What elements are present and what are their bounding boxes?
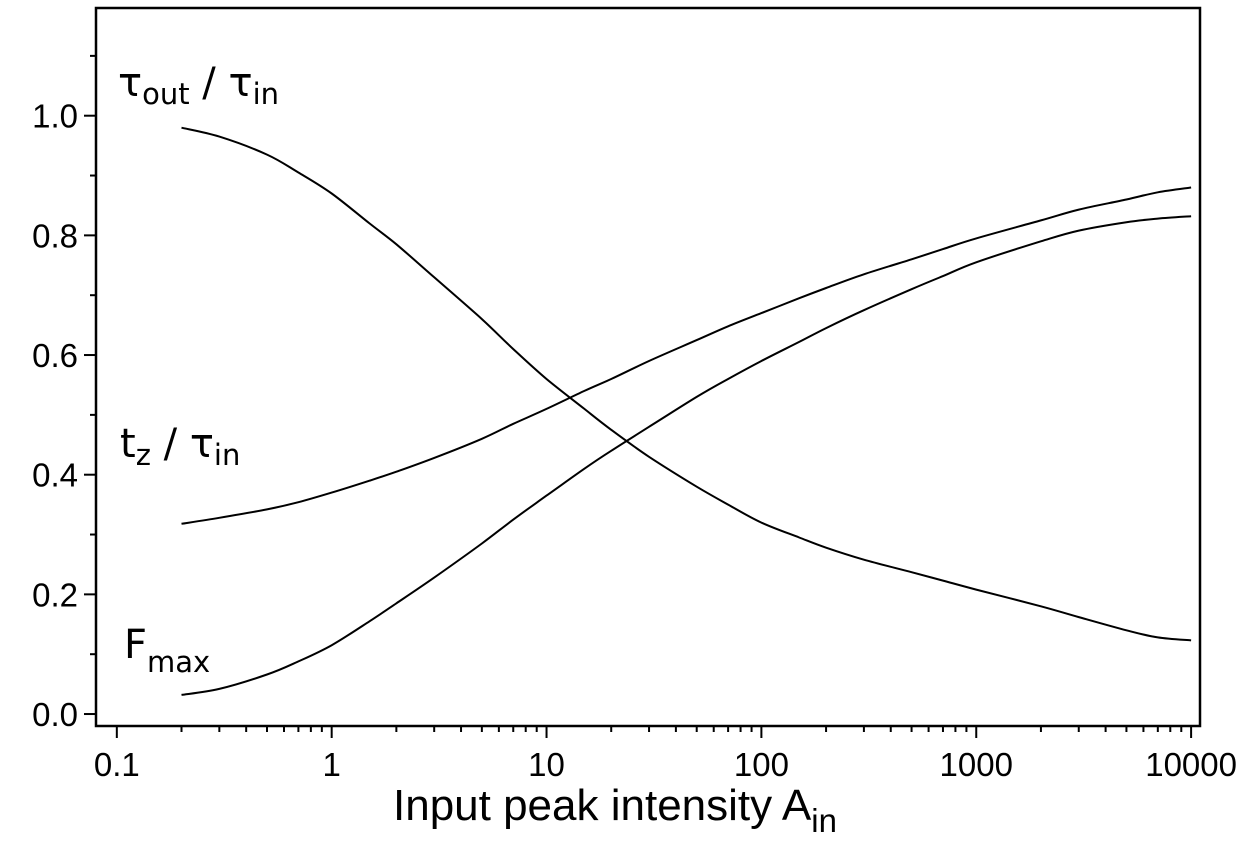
series-line-tau_ratio: [181, 126, 1192, 642]
y-axis: 0.0 0.2 0.4 0.6 0.8 1.0: [32, 54, 96, 733]
y-tick-label: 0.6: [32, 337, 78, 374]
y-tick-label: 0.8: [32, 217, 78, 254]
series-label-tau-out-over-tau-in: τout / τin: [118, 60, 279, 111]
x-axis: 0.1 1 10 100 1000 10000: [94, 726, 1237, 783]
x-tick-label: 0.1: [94, 746, 140, 783]
x-axis-label: Input peak intensity Ain: [393, 781, 837, 839]
series-label-fmax: Fmax: [124, 622, 210, 679]
series-lines: [181, 126, 1192, 696]
series-label-tz-over-tau-in: tz / τin: [120, 421, 240, 472]
x-tick-label: 10000: [1145, 746, 1237, 783]
x-tick-label: 100: [734, 746, 789, 783]
x-tick-label: 1: [322, 746, 340, 783]
y-tick-label: 0.4: [32, 457, 78, 494]
series-line-tz_ratio: [181, 186, 1192, 525]
x-tick-label: 10: [528, 746, 565, 783]
x-tick-label: 1000: [940, 746, 1013, 783]
y-tick-label: 0.0: [32, 696, 78, 733]
plot-frame: [94, 6, 1202, 728]
y-tick-label: 1.0: [32, 98, 78, 135]
y-tick-label: 0.2: [32, 576, 78, 613]
series-line-fmax: [181, 215, 1192, 696]
